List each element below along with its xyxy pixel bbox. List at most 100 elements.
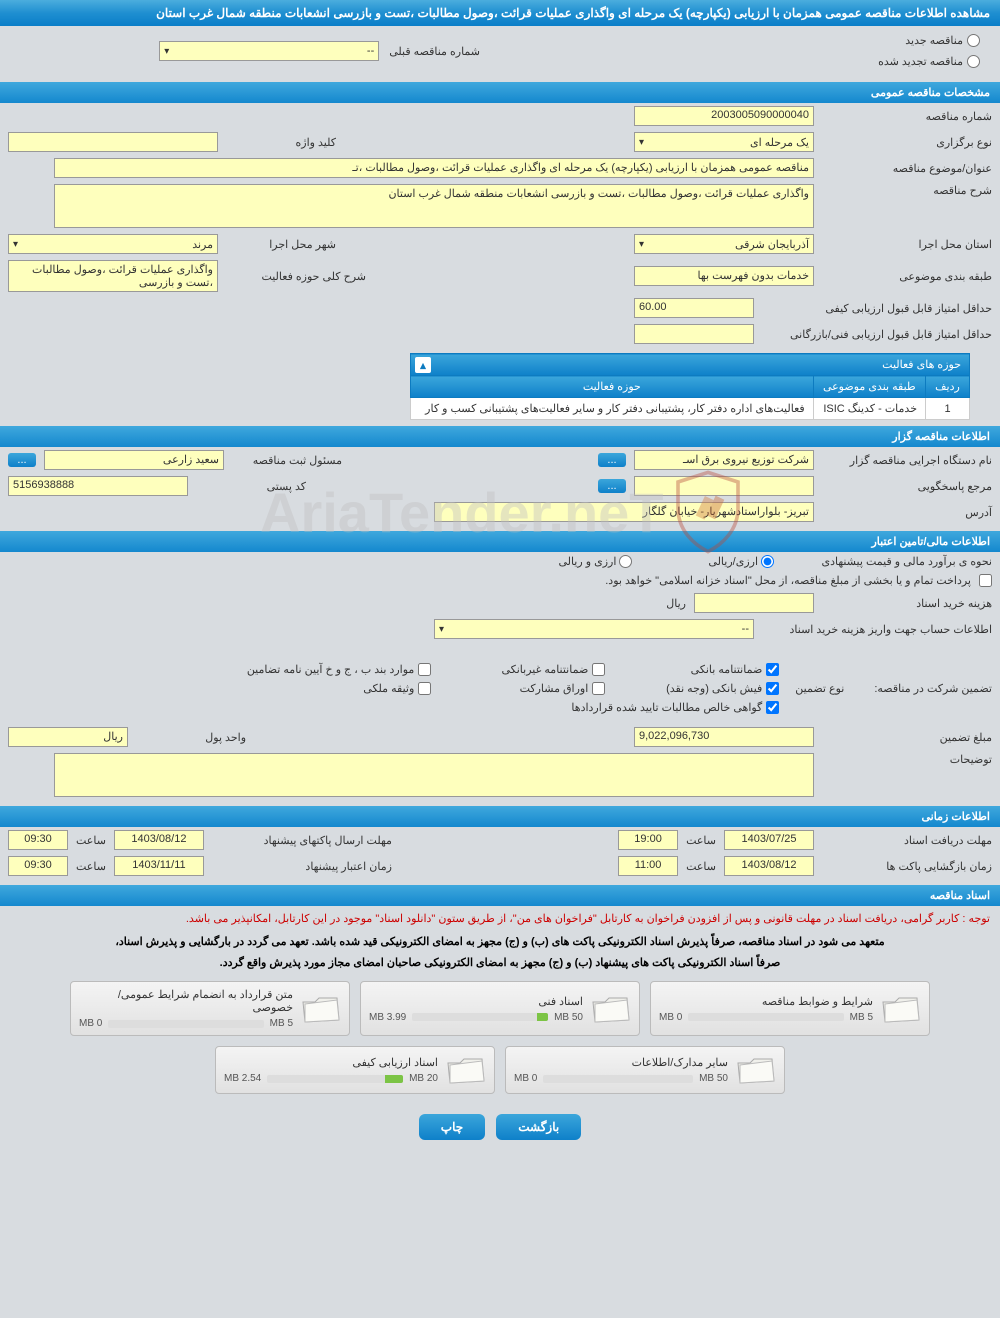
holding-type-dropdown[interactable]: یک مرحله ای▾ [634,132,814,152]
account-dropdown[interactable]: --▾ [434,619,754,639]
province-dropdown[interactable]: آذربایجان شرقی▾ [634,234,814,254]
doc-title: اسناد فنی [369,995,583,1012]
check-partnership[interactable]: اوراق مشارکت [455,682,605,695]
page-title-bar: مشاهده اطلاعات مناقصه عمومی همزمان با ار… [0,0,1000,26]
radio-currency-rial[interactable]: ارزی/ریالی [708,555,774,568]
progress-bar [267,1075,403,1083]
folder-icon [736,1053,776,1087]
check-bank-cash[interactable]: فیش بانکی (وجه نقد) [629,682,779,695]
proposal-deadline-time: 09:30 [8,830,68,850]
category-field: خدمات بدون فهرست بها [634,266,814,286]
scope-label: شرح کلی حوزه فعالیت [226,270,366,283]
min-qual-score-label: حداقل امتیاز قابل قبول ارزیابی کیفی [762,302,992,315]
notes-label: توضیحات [822,753,992,766]
doc-cost-field [694,593,814,613]
radio-renewed-tender[interactable]: مناقصه تجدید شده [878,55,980,68]
description-label: شرح مناقصه [822,184,992,197]
validity-label: زمان اعتبار پیشنهاد [212,860,392,873]
col-row: ردیف [926,376,970,398]
subject-label: عنوان/موضوع مناقصه [822,162,992,175]
check-verified-claims[interactable]: گواهی خالص مطالبات تایید شده قراردادها [519,701,779,714]
responder-more-button[interactable]: ... [598,479,626,493]
back-button[interactable]: بازگشت [496,1114,581,1140]
activity-table: حوزه های فعالیت ▴ ردیف طبقه بندی موضوعی … [410,353,970,420]
executor-field: شرکت توزیع نیروی برق اسـ [634,450,814,470]
address-label: آدرس [822,506,992,519]
guarantee-amount-field: 9,022,096,730 [634,727,814,747]
holding-type-label: نوع برگزاری [822,136,992,149]
proposal-deadline-date: 1403/08/12 [114,830,204,850]
opening-date: 1403/08/12 [724,856,814,876]
city-dropdown[interactable]: مرند▾ [8,234,218,254]
doc-title: متن قرارداد به انضمام شرایط عمومی/خصوصی [79,988,293,1018]
check-nonbank-guarantee[interactable]: ضمانتنامه غیربانکی [455,663,605,676]
notice-black-2: صرفاً اسناد الکترونیکی پاکت های پیشنهاد … [0,952,1000,973]
folder-icon [881,992,921,1026]
min-qual-score-field: 60.00 [634,298,754,318]
radio-new-tender[interactable]: مناقصه جدید [905,34,980,47]
folder-icon [301,992,341,1026]
registrar-label: مسئول ثبت مناقصه [232,454,342,467]
doc-cost-label: هزینه خرید اسناد [822,597,992,610]
doc-box[interactable]: شرایط و ضوابط مناقصه 5 MB 0 MB [650,981,930,1036]
keyword-label: کلید واژه [226,136,336,149]
notice-black-1: متعهد می شود در اسناد مناقصه، صرفاً پذیر… [0,931,1000,952]
scope-field: واگذاری عملیات قرائت ،وصول مطالبات ،تست … [8,260,218,292]
progress-bar [412,1013,548,1021]
doc-deadline-time: 19:00 [618,830,678,850]
section-time-title: اطلاعات زمانی [0,806,1000,827]
hour-label-1: ساعت [686,834,716,847]
col-category: طبقه بندی موضوعی [813,376,925,398]
responder-label: مرجع پاسخگویی [822,480,992,493]
treasury-note: پرداخت تمام و یا بخشی از مبلغ مناقصه، از… [605,574,971,587]
guarantee-amount-label: مبلغ تضمین [822,731,992,744]
province-label: استان محل اجرا [822,238,992,251]
tender-number-field: 2003005090000040 [634,106,814,126]
keyword-field[interactable] [8,132,218,152]
registrar-more-button[interactable]: ... [8,453,36,467]
account-label: اطلاعات حساب جهت واریز هزینه خرید اسناد [762,623,992,636]
currency-unit-field: ریال [8,727,128,747]
check-bank-guarantee[interactable]: ضمانتنامه بانکی [629,663,779,676]
folder-icon [446,1053,486,1087]
hour-label-3: ساعت [686,860,716,873]
documents-grid: شرایط و ضوابط مناقصه 5 MB 0 MB اسناد فنی… [0,973,1000,1102]
subject-field: مناقصه عمومی همزمان با ارزیابی (یکپارچه)… [54,158,814,178]
doc-title: اسناد ارزیابی کیفی [224,1056,438,1073]
check-items-bpjkh[interactable]: موارد بند ب ، ج و خ آیین نامه تضامین [231,663,431,676]
tender-number-label: شماره مناقصه [822,110,992,123]
radio-currency-both[interactable]: ارزی و ریالی [558,555,632,568]
prev-number-dropdown[interactable]: -- ▾ [159,41,379,61]
executor-more-button[interactable]: ... [598,453,626,467]
prev-number-label: شماره مناقصه قبلی [389,45,480,58]
collapse-icon[interactable]: ▴ [415,357,431,373]
check-property[interactable]: وثیقه ملکی [281,682,431,695]
doc-box[interactable]: سایر مدارک/اطلاعات 50 MB 0 MB [505,1046,785,1094]
section-documents-title: اسناد مناقصه [0,885,1000,906]
guarantee-label: تضمین شرکت در مناقصه: [874,682,992,695]
progress-bar [108,1020,263,1028]
progress-bar [688,1013,843,1021]
treasury-checkbox[interactable] [979,574,992,587]
doc-box[interactable]: متن قرارداد به انضمام شرایط عمومی/خصوصی … [70,981,350,1036]
progress-bar [543,1075,693,1083]
address-field: تبریز- بلواراستادشهریار- خیابان گلگار [434,502,814,522]
chevron-down-icon: ▾ [13,239,18,250]
doc-deadline-label: مهلت دریافت اسناد [822,834,992,847]
doc-deadline-date: 1403/07/25 [724,830,814,850]
doc-box[interactable]: اسناد ارزیابی کیفی 20 MB 2.54 MB [215,1046,495,1094]
doc-title: شرایط و ضوابط مناقصه [659,995,873,1012]
print-button[interactable]: چاپ [419,1114,485,1140]
chevron-down-icon: ▾ [639,137,644,148]
page-title: مشاهده اطلاعات مناقصه عمومی همزمان با ار… [156,6,990,20]
min-tech-score-label: حداقل امتیاز قابل قبول ارزیابی فنی/بازرگ… [762,328,992,341]
postal-field: 5156938888 [8,476,188,496]
opening-label: زمان بازگشایی پاکت ها [822,860,992,873]
activity-table-title: حوزه های فعالیت [882,359,961,371]
doc-box[interactable]: اسناد فنی 50 MB 3.99 MB [360,981,640,1036]
hour-label-4: ساعت [76,860,106,873]
section-financial-title: اطلاعات مالی/تامین اعتبار [0,531,1000,552]
col-scope: حوزه فعالیت [411,376,814,398]
section-general-title: مشخصات مناقصه عمومی [0,82,1000,103]
table-row: 1 خدمات - کدینگ ISIC فعالیت‌های اداره دف… [411,398,970,420]
